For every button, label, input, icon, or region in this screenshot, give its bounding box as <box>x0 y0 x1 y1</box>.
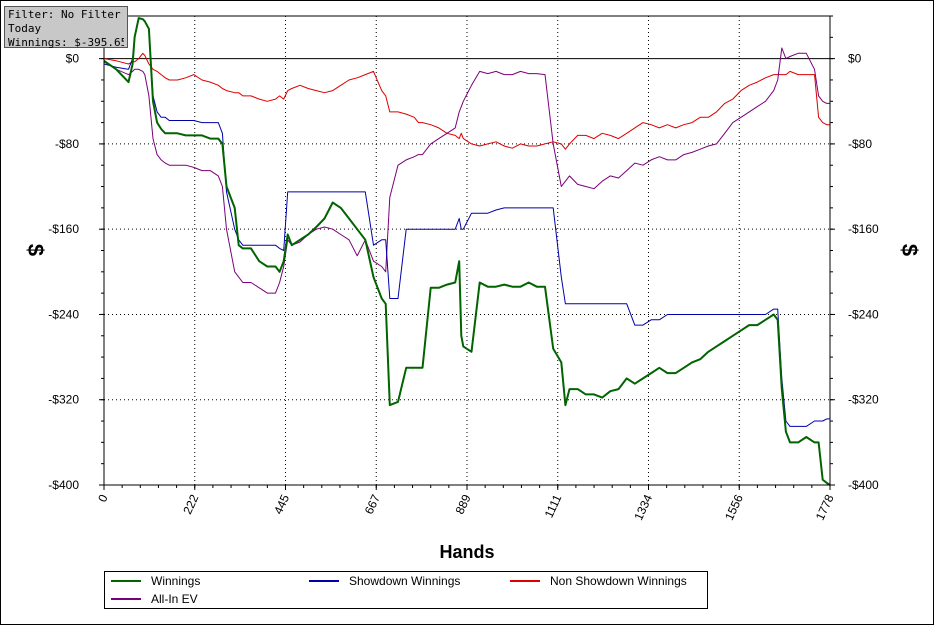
y-axis-right: $0 -$80 -$160 -$240 -$320 -$400 <box>830 15 879 492</box>
x-tick-label: 1111 <box>542 492 565 520</box>
y-tick-label-right: -$160 <box>848 222 879 236</box>
y-tick-label-left: -$320 <box>48 393 79 407</box>
x-axis: 0 222 445 667 889 1111 1334 1556 1778 <box>95 485 837 522</box>
y-tick-label-left: -$400 <box>48 478 79 492</box>
legend-item-winnings: Winnings <box>111 572 200 590</box>
legend-item-all-in-ev: All-In EV <box>111 590 198 608</box>
y-axis-title-right: $ <box>897 244 922 256</box>
y-tick-label-right: -$240 <box>848 307 879 321</box>
x-tick-label: 445 <box>271 492 292 516</box>
date-range-label: Today <box>8 22 42 35</box>
legend-label-showdown: Showdown Winnings <box>349 574 461 588</box>
plot-area <box>103 15 831 486</box>
series-line-winnings <box>103 17 831 486</box>
y-axis-title-left: $ <box>23 244 48 256</box>
legend-item-showdown-winnings: Showdown Winnings <box>309 572 460 590</box>
x-axis-title: Hands <box>439 542 494 562</box>
x-tick-label: 1556 <box>722 492 746 522</box>
y-tick-label-left: -$80 <box>55 137 79 151</box>
x-tick-label: 667 <box>362 492 383 516</box>
y-axis-left: $0 -$80 -$160 -$240 -$320 -$400 <box>48 15 104 492</box>
legend-item-non-showdown-winnings: Non Showdown Winnings <box>510 572 687 590</box>
legend-label-all-in-ev: All-In EV <box>151 592 198 606</box>
filter-label: Filter: No Filter <box>8 8 121 21</box>
series-line-non-showdown-winnings <box>103 52 830 150</box>
y-tick-label-left: -$240 <box>48 307 79 321</box>
legend-label-winnings: Winnings <box>151 574 201 588</box>
y-tick-label-right: -$320 <box>848 393 879 407</box>
series-line-all-in-ev <box>103 47 830 294</box>
grid <box>104 16 830 485</box>
y-tick-label-right: -$80 <box>848 137 872 151</box>
winnings-total-label: Winnings: $-395.65 <box>8 36 124 49</box>
y-tick-label-right: $0 <box>848 52 862 66</box>
x-tick-label: 1778 <box>813 492 837 522</box>
x-tick-label: 889 <box>453 492 474 516</box>
y-tick-label-left: $0 <box>66 52 80 66</box>
legend-swatch-all-in-ev <box>111 598 141 600</box>
legend-swatch-winnings <box>111 580 141 582</box>
filter-info-box: Filter: No Filter Today Winnings: $-395.… <box>4 6 128 49</box>
series-line-showdown-winnings <box>103 17 830 427</box>
legend: Winnings Showdown Winnings Non Showdown … <box>104 571 708 609</box>
x-tick-label: 222 <box>180 492 201 516</box>
x-tick-label: 1334 <box>631 492 655 522</box>
series-group <box>103 17 831 486</box>
legend-swatch-showdown <box>309 580 339 582</box>
x-tick-label: 0 <box>95 492 111 504</box>
legend-label-non-showdown: Non Showdown Winnings <box>550 574 687 588</box>
legend-swatch-non-showdown <box>510 580 540 582</box>
y-tick-label-right: -$400 <box>848 478 879 492</box>
y-tick-label-left: -$160 <box>48 222 79 236</box>
